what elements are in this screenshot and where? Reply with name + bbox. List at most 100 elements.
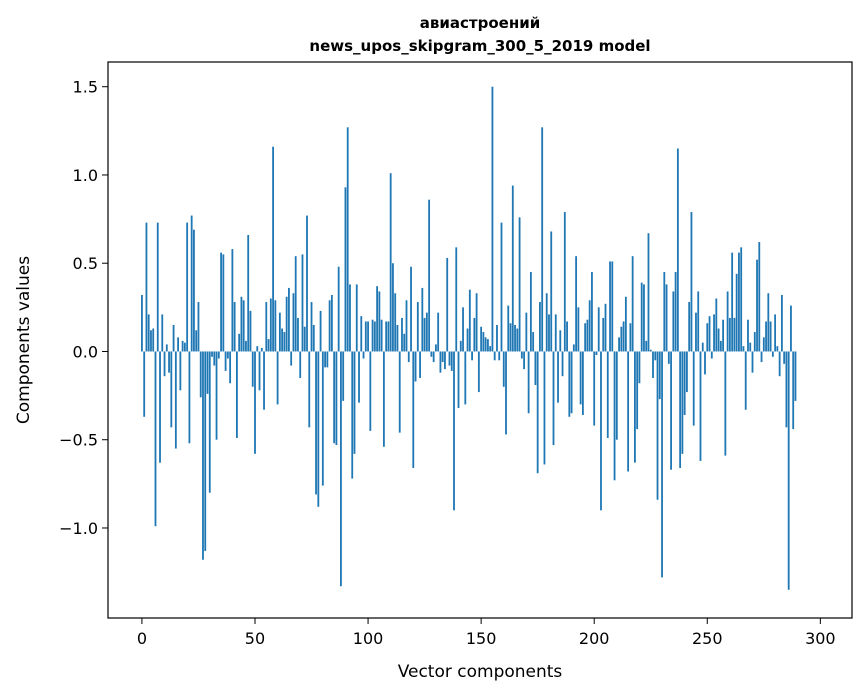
bar-component-163 <box>509 323 512 352</box>
bar-component-280 <box>774 314 777 352</box>
bar-component-18 <box>181 340 184 352</box>
bar-component-154 <box>489 346 492 352</box>
bar-component-59 <box>274 300 277 352</box>
bar-component-48 <box>249 310 252 352</box>
bar-component-63 <box>283 332 286 352</box>
y-tick-label: 1.0 <box>73 166 98 185</box>
bar-component-164 <box>511 185 514 352</box>
x-tick-label: 0 <box>137 629 147 648</box>
bar-component-78 <box>317 351 320 507</box>
bar-component-179 <box>545 293 548 352</box>
bar-component-166 <box>516 328 519 352</box>
bar-component-128 <box>430 351 433 357</box>
bar-component-287 <box>790 305 792 352</box>
bar-component-168 <box>520 351 523 359</box>
bar-component-239 <box>681 351 684 454</box>
bar-component-21 <box>188 351 191 444</box>
bar-component-1 <box>143 351 146 417</box>
bar-component-95 <box>355 284 358 352</box>
bar-component-231 <box>663 272 666 352</box>
bar-component-11 <box>165 344 168 352</box>
bar-component-162 <box>507 305 510 352</box>
bar-component-40 <box>231 249 234 352</box>
bar-component-196 <box>584 323 587 352</box>
bar-component-228 <box>656 351 659 500</box>
bar-component-71 <box>301 254 304 352</box>
bar-component-136 <box>448 351 451 366</box>
bar-component-155 <box>491 86 494 352</box>
bar-component-279 <box>771 351 774 357</box>
bar-component-285 <box>785 351 788 428</box>
bar-component-275 <box>762 337 765 352</box>
bar-component-229 <box>658 351 661 400</box>
bar-component-226 <box>652 351 654 378</box>
bar-component-157 <box>496 325 498 352</box>
bar-component-47 <box>247 234 250 352</box>
bar-component-101 <box>369 351 372 431</box>
bar-component-100 <box>367 321 369 352</box>
bar-component-132 <box>439 351 442 373</box>
bar-component-22 <box>190 215 193 352</box>
bar-component-88 <box>340 351 342 587</box>
bar-component-219 <box>636 351 639 430</box>
bar-component-186 <box>561 351 564 377</box>
bar-component-103 <box>373 321 376 352</box>
bar-component-36 <box>222 254 225 352</box>
bar-component-197 <box>586 319 589 352</box>
bar-component-220 <box>638 351 641 384</box>
bar-component-8 <box>159 351 161 463</box>
bar-component-90 <box>344 187 347 352</box>
bar-component-188 <box>566 321 568 352</box>
bar-component-173 <box>532 332 535 352</box>
y-tick-label: −1.0 <box>59 519 98 538</box>
bar-component-67 <box>292 293 295 352</box>
bar-component-237 <box>676 148 679 352</box>
bar-component-139 <box>455 247 458 352</box>
bar-component-61 <box>278 312 281 352</box>
bar-component-44 <box>240 296 243 352</box>
bar-component-260 <box>728 317 731 352</box>
bar-component-133 <box>441 351 444 363</box>
bar-component-269 <box>749 342 752 352</box>
bar-component-122 <box>416 302 419 352</box>
bar-component-111 <box>392 263 394 352</box>
bar-component-13 <box>170 351 173 428</box>
bar-component-64 <box>285 296 288 352</box>
bar-component-276 <box>765 321 767 352</box>
x-tick-label: 50 <box>245 629 265 648</box>
bar-component-69 <box>297 317 299 352</box>
bar-component-60 <box>276 351 279 405</box>
bar-component-85 <box>333 351 336 444</box>
bar-component-102 <box>371 319 374 352</box>
bar-component-127 <box>428 199 431 352</box>
bar-component-213 <box>622 321 625 352</box>
bar-component-248 <box>701 342 704 352</box>
bar-component-140 <box>457 351 460 408</box>
bar-component-39 <box>229 351 232 384</box>
bar-component-15 <box>174 351 177 449</box>
bar-component-114 <box>398 351 401 433</box>
bar-component-105 <box>378 291 381 352</box>
bar-component-209 <box>613 351 616 481</box>
bar-component-19 <box>183 342 186 352</box>
bar-component-161 <box>505 351 507 435</box>
bar-component-235 <box>672 291 675 352</box>
chart-title-line-2: news_upos_skipgram_300_5_2019 model <box>309 37 650 55</box>
bar-component-254 <box>715 298 718 352</box>
bar-component-84 <box>330 294 333 352</box>
bar-component-141 <box>459 340 462 352</box>
bar-component-32 <box>213 351 216 366</box>
bar-component-199 <box>591 272 593 352</box>
bar-component-274 <box>760 351 763 363</box>
bar-component-92 <box>349 284 351 352</box>
bar-component-187 <box>563 212 566 352</box>
bar-component-174 <box>534 351 537 386</box>
bar-component-113 <box>396 325 399 352</box>
bar-component-159 <box>500 222 503 352</box>
bar-component-26 <box>199 351 202 398</box>
bar-component-124 <box>421 287 424 352</box>
bar-component-129 <box>432 351 435 363</box>
x-tick-label: 200 <box>579 629 610 648</box>
bar-component-20 <box>186 222 189 352</box>
bar-component-110 <box>389 173 392 352</box>
